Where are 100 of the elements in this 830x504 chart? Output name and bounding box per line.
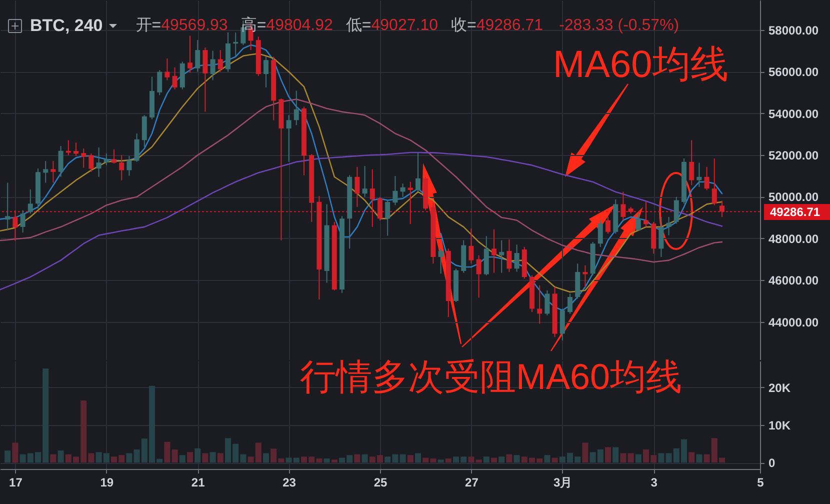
candlestick (28, 188, 33, 214)
y-tick-label: 10K (768, 418, 791, 432)
bar (438, 460, 444, 463)
candlestick (674, 196, 679, 224)
candlestick (499, 240, 504, 274)
x-tick-label: 17 (9, 476, 23, 490)
text: BTC, 240 (30, 16, 103, 35)
x-tick-label: 3月 (554, 476, 572, 490)
candlestick (96, 146, 102, 178)
candlestick (696, 162, 702, 188)
candlestick (582, 264, 588, 288)
bar (612, 447, 619, 463)
candlestick (172, 66, 178, 90)
bar (400, 454, 406, 463)
bar (179, 455, 186, 463)
candlestick (514, 244, 520, 272)
candlestick (537, 284, 542, 324)
bar (696, 454, 702, 463)
candlestick (5, 182, 10, 231)
x-tick-label: 3 (650, 476, 658, 490)
bar (688, 452, 695, 463)
bar (172, 449, 178, 463)
candlestick (195, 40, 200, 72)
bar (605, 447, 611, 463)
bar (544, 455, 550, 463)
annotation: 收=49286.71 (450, 16, 544, 34)
bar (324, 458, 330, 463)
ref-line-label: 49286.71 (764, 204, 830, 220)
candlestick (88, 153, 94, 172)
bar (635, 454, 642, 463)
candlestick (164, 58, 170, 81)
bar (491, 458, 497, 463)
annotation: -283.33 (-0.57%) (559, 16, 680, 34)
bar (126, 453, 132, 463)
bar (415, 453, 421, 463)
bar (628, 453, 634, 463)
candlestick (43, 160, 48, 184)
candlestick (468, 228, 474, 264)
annotation: 高=49804.92 (240, 16, 333, 34)
candlestick (50, 160, 56, 184)
candlestick (704, 166, 710, 191)
x-tick-label: 19 (100, 476, 114, 490)
candlestick (188, 35, 192, 74)
y-tick-label: 0 (768, 456, 776, 470)
candlestick (20, 210, 26, 234)
candlestick (506, 238, 512, 272)
candlestick (385, 200, 390, 236)
bar (362, 454, 368, 463)
bar (187, 452, 193, 463)
candlestick (81, 148, 86, 168)
annotation: 开=49569.93 (136, 16, 228, 34)
line-series (0, 98, 723, 263)
y-tick-label: 46000.00 (768, 274, 819, 288)
bar (552, 458, 558, 463)
candlestick (606, 216, 610, 234)
bar (498, 456, 505, 463)
bar (483, 456, 490, 463)
y-tick-label: 54000.00 (768, 106, 819, 121)
candlestick (392, 176, 398, 206)
annotation: MA60均线 (553, 44, 728, 86)
annotation: 行情多次受阻MA60均线 (300, 356, 682, 397)
candlestick (438, 248, 444, 274)
candlestick (157, 70, 162, 96)
y-tick-label: 44000.00 (768, 315, 819, 330)
bar (514, 455, 520, 463)
candlestick (560, 308, 565, 341)
candlestick (233, 32, 238, 56)
candlestick (210, 50, 216, 81)
candlestick (476, 254, 482, 298)
candlestick (112, 148, 116, 164)
x-tick-label: 23 (282, 476, 296, 490)
candlestick (74, 142, 78, 157)
candlestick (416, 152, 420, 192)
candlestick (202, 47, 208, 112)
bar (58, 450, 64, 463)
candlestick (134, 132, 140, 162)
bar (12, 442, 18, 463)
bar (164, 442, 170, 463)
bar (582, 442, 588, 463)
candlestick (104, 153, 109, 166)
x-tick-label: 21 (191, 476, 206, 490)
candlestick (218, 50, 223, 72)
candlestick (568, 293, 572, 314)
y-tick-label: 52000.00 (768, 148, 819, 162)
bar (194, 448, 201, 463)
candlestick (180, 61, 185, 90)
candlestick (658, 216, 664, 258)
y-tick-label: 50000.00 (768, 190, 819, 204)
candlestick (58, 146, 64, 178)
candlestick (598, 220, 603, 248)
candlestick (354, 166, 360, 208)
candlestick (689, 140, 694, 186)
candlestick (294, 90, 299, 126)
bar (506, 454, 512, 463)
candlestick (636, 213, 641, 231)
candlestick (666, 216, 672, 236)
bar (217, 453, 224, 463)
y-tick-label: 20K (768, 380, 791, 395)
x-tick-label: 25 (374, 476, 388, 490)
candlestick (712, 158, 717, 206)
